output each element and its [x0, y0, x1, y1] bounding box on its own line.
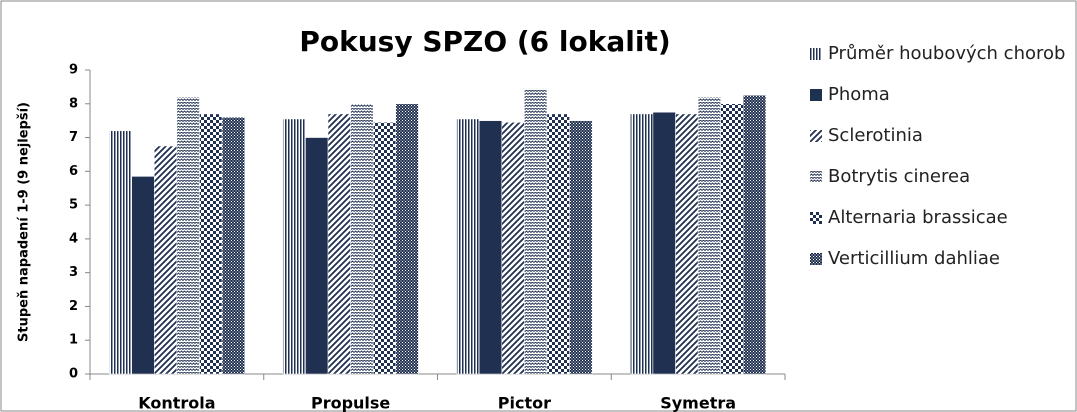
bar [652, 111, 676, 375]
legend-item: Alternaria brassicae [810, 206, 1070, 229]
legend-item: Phoma [810, 83, 1070, 106]
y-tick-label: 3 [69, 265, 78, 280]
bar [108, 130, 132, 375]
legend-label: Sclerotinia [828, 125, 923, 146]
bar [350, 103, 374, 375]
bar [630, 113, 654, 375]
legend-item: Botrytis cinerea [810, 165, 1070, 188]
bar [675, 113, 699, 375]
y-tick-label: 1 [69, 333, 78, 348]
legend-swatch [810, 253, 822, 265]
bar [720, 103, 744, 375]
y-tick-label: 2 [69, 299, 78, 314]
bar [154, 145, 178, 375]
bar [478, 120, 503, 375]
legend: Průměr houbových chorob Phoma Sclerotinia B… [810, 42, 1070, 288]
legend-item: Verticillium dahliae [810, 247, 1070, 270]
y-tick-label: 5 [69, 198, 78, 213]
bar [546, 113, 570, 375]
x-tick-label: Pictor [498, 394, 551, 412]
bar [569, 120, 593, 375]
legend-swatch [810, 212, 822, 224]
y-tick-label: 6 [69, 164, 78, 179]
legend-swatch [810, 130, 822, 142]
y-axis-label: Stupeň napadení 1-9 (9 nejlepší) [17, 102, 32, 342]
legend-label: Phoma [828, 84, 890, 105]
bar [697, 96, 721, 375]
chart-title: Pokusy SPZO (6 lokalit) [299, 25, 670, 58]
bar [501, 122, 525, 375]
bar [282, 118, 306, 375]
x-tick-label: Symetra [660, 394, 736, 412]
legend-swatch [810, 48, 822, 60]
bar [131, 176, 155, 375]
y-tick-label: 7 [69, 130, 78, 145]
legend-item: Sclerotinia [810, 124, 1070, 147]
legend-swatch [810, 89, 822, 101]
legend-label: Průměr houbových chorob [828, 43, 1066, 64]
bar [327, 113, 351, 375]
legend-swatch [810, 171, 822, 183]
legend-item: Průměr houbových chorob [810, 42, 1070, 65]
legend-label: Verticillium dahliae [828, 248, 1000, 269]
bar [221, 117, 245, 375]
legend-label: Botrytis cinerea [828, 166, 971, 187]
x-tick-label: Propulse [311, 394, 390, 412]
y-tick-label: 9 [69, 63, 78, 78]
y-tick-label: 0 [69, 367, 78, 382]
bar [199, 113, 223, 375]
y-tick-label: 4 [69, 231, 78, 246]
x-tick-label: Kontrola [138, 394, 215, 412]
bar [395, 103, 419, 375]
bar [372, 122, 397, 375]
bar [305, 137, 329, 375]
bar [524, 88, 548, 375]
bar [743, 95, 767, 375]
bar [176, 96, 200, 375]
bar [456, 118, 480, 375]
y-tick-label: 8 [69, 96, 78, 111]
legend-label: Alternaria brassicae [828, 207, 1008, 228]
